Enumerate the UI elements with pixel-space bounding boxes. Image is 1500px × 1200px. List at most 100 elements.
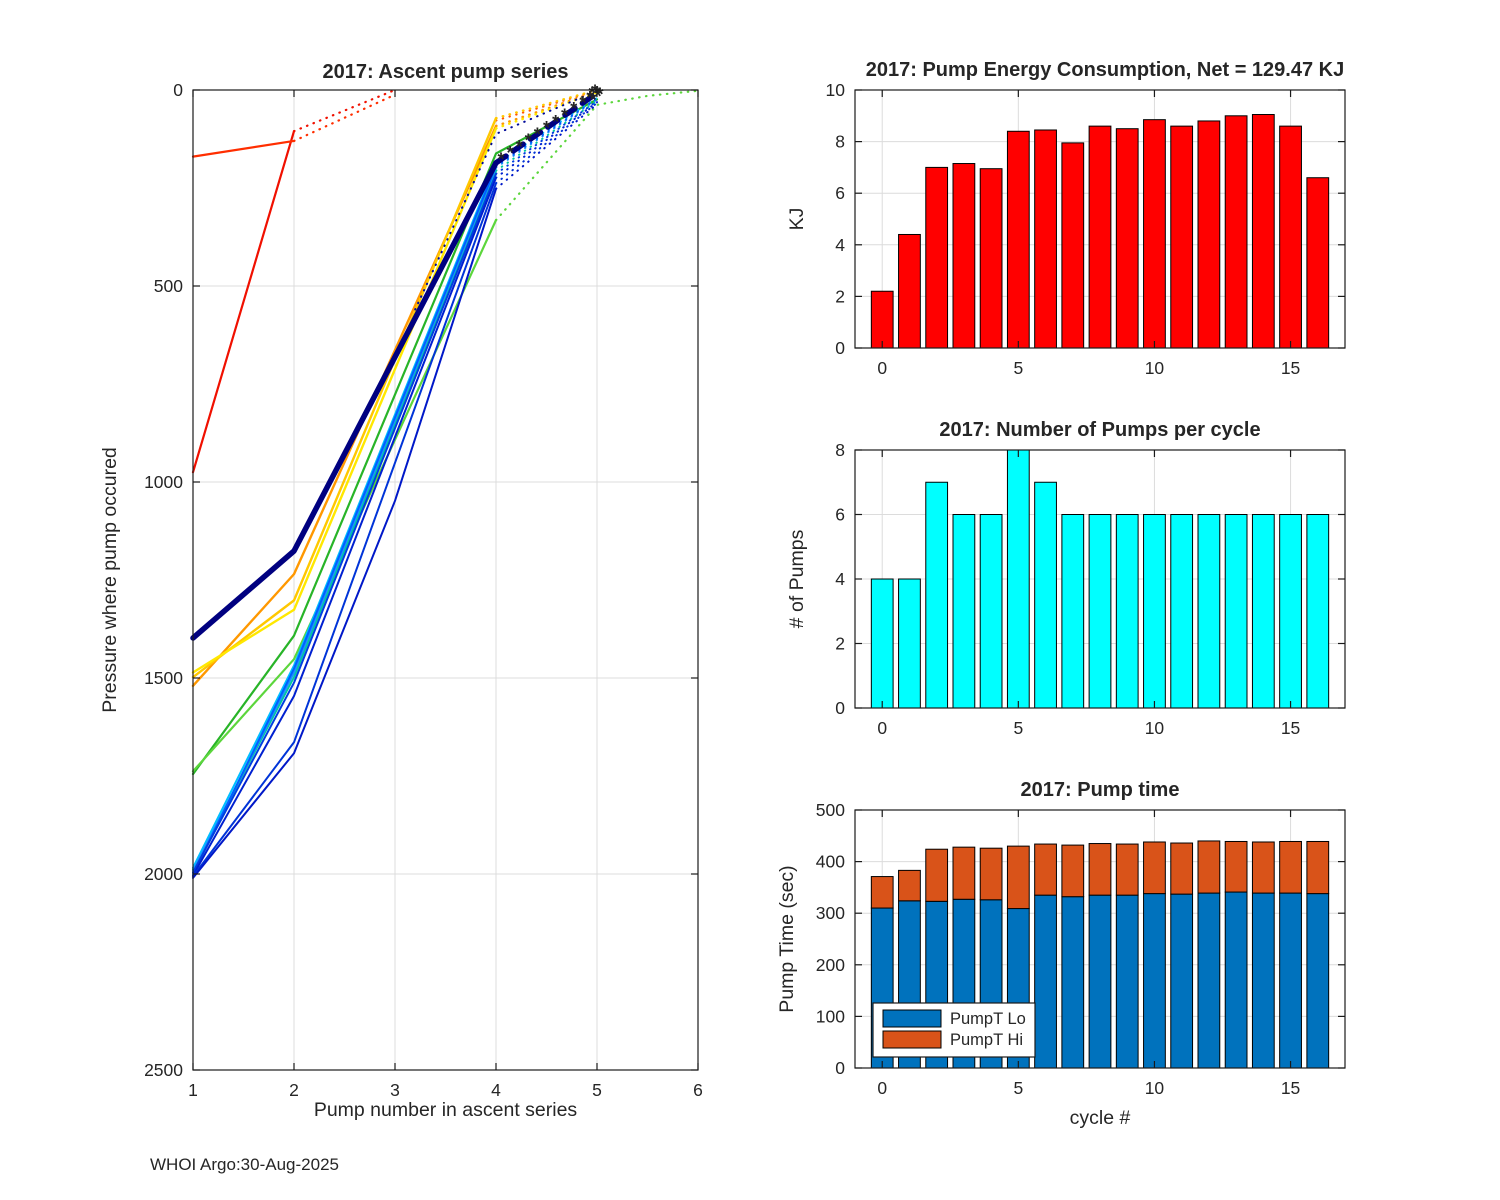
cycle-10-dodger [495, 98, 598, 169]
y-tick-label: 6 [835, 505, 845, 525]
x-tick-label: 10 [1145, 718, 1165, 738]
bar-cycle-14 [1251, 114, 1275, 349]
plot-box [192, 89, 699, 1071]
x-tick-label: 5 [1013, 1078, 1023, 1098]
asterisk-marker: * [552, 112, 559, 132]
asterisk-marker: * [588, 84, 595, 104]
y-tick-label: 0 [835, 698, 845, 718]
stacked-bar-pumpt-hi [1034, 843, 1057, 896]
asterisk-marker: * [561, 105, 568, 125]
stacked-bar-pumpt-lo [1306, 893, 1330, 1069]
y-tick-label: 300 [816, 903, 845, 923]
stacked-bar-pumpt-hi [898, 869, 921, 902]
stacked-bar-pumpt-hi [1224, 840, 1248, 893]
ascent-pump-series-chart: *****************12345605001000150020002… [99, 61, 703, 1121]
stacked-bar-pumpt-hi [925, 848, 949, 902]
bar-cycle-0 [870, 578, 894, 709]
figure-footer-stamp: WHOI Argo:30-Aug-2025 [150, 1155, 339, 1174]
bar-cycle-6 [1034, 129, 1057, 349]
x-tick-label: 0 [877, 358, 887, 378]
y-tick-label: 2 [835, 286, 845, 306]
npumps-plot-area: 0 5 10 15 0 2 4 6 8 [835, 440, 1346, 738]
pumptime-title: 2017: Pump time [1021, 779, 1180, 801]
x-tick-label: 5 [592, 1080, 602, 1100]
bar-cycle-14 [1251, 514, 1275, 709]
cycle-11-blue [192, 165, 497, 875]
npumps-ylabel: # of Pumps [786, 529, 808, 628]
asterisk-marker: * [579, 93, 586, 113]
y-tick-label: 200 [816, 955, 845, 975]
stacked-bar-pumpt-hi [870, 876, 894, 909]
stacked-bar-pumpt-lo [1034, 894, 1057, 1069]
x-tick-label: 0 [877, 718, 887, 738]
plot-box [854, 809, 1346, 1069]
ascent-ylabel: Pressure where pump occured [99, 447, 121, 713]
npumps-title: 2017: Number of Pumps per cycle [939, 419, 1260, 441]
stacked-bar-pumpt-hi [1115, 843, 1139, 896]
legend-swatch [882, 1009, 942, 1028]
bar-cycle-13 [1224, 115, 1248, 349]
stacked-bar-pumpt-hi [1061, 844, 1085, 898]
stacked-bar-pumpt-lo [1143, 893, 1166, 1069]
stacked-bar-pumpt-hi [1143, 841, 1166, 895]
bar-cycle-0 [870, 290, 894, 349]
asterisk-marker: * [586, 88, 593, 108]
y-tick-label: 500 [816, 800, 845, 820]
y-tick-label: 2000 [144, 864, 183, 884]
bar-cycle-10 [1143, 119, 1166, 349]
y-tick-label: 400 [816, 852, 845, 872]
bar-cycle-13 [1224, 514, 1248, 709]
bar-cycle-7 [1061, 514, 1085, 709]
legend-label: PumpT Lo [950, 1010, 1026, 1028]
cycle-11-blue [495, 97, 598, 168]
cycle-7-lime [191, 219, 498, 773]
y-tick-label: 1000 [144, 472, 183, 492]
x-tick-label: 4 [491, 1080, 501, 1100]
bar-cycle-2 [925, 166, 949, 349]
x-tick-label: 2 [289, 1080, 299, 1100]
ascent-xlabel: Pump number in ascent series [314, 1099, 578, 1121]
bar-cycle-2 [925, 481, 949, 709]
bar-cycle-16 [1306, 177, 1330, 349]
bar-cycle-15 [1279, 514, 1302, 709]
bar-cycle-8 [1088, 125, 1112, 349]
x-tick-label: 10 [1145, 1078, 1165, 1098]
y-tick-label: 8 [835, 440, 845, 460]
cycle-4-gold [191, 117, 498, 679]
pumptime-plot-area: 0 5 10 15 0 100 200 300 400 500 PumpT Lo PumpT Hi [816, 800, 1346, 1098]
stacked-bar-pumpt-hi [1170, 842, 1194, 895]
cycle-1-red [191, 139, 296, 158]
pumptime-xlabel: cycle # [1070, 1107, 1131, 1129]
cycle-13-blue [192, 176, 497, 877]
stacked-bar-pumpt-lo [1279, 892, 1302, 1069]
bar-cycle-15 [1279, 125, 1302, 349]
legend-label: PumpT Hi [950, 1031, 1023, 1049]
asterisk-marker: * [525, 131, 532, 151]
cycle-16-navy-thin [414, 89, 598, 311]
legend: PumpT Lo PumpT Hi [872, 1002, 1036, 1058]
x-tick-label: 5 [1013, 718, 1023, 738]
bar-cycle-9 [1115, 128, 1139, 349]
cycle-10-dodger [192, 166, 497, 872]
asterisk-marker: * [570, 99, 577, 119]
bar-cycle-8 [1088, 514, 1112, 709]
cycle-5-yellow [191, 127, 498, 674]
y-tick-label: 4 [835, 235, 845, 255]
bar-cycle-9 [1115, 514, 1139, 709]
stacked-bar-pumpt-lo [1061, 896, 1085, 1069]
asterisk-marker: * [591, 82, 598, 102]
cycle-13-blue [495, 101, 598, 179]
bar-cycle-6 [1034, 481, 1057, 709]
bar-cycle-11 [1170, 514, 1194, 709]
bar-cycle-12 [1197, 120, 1221, 349]
y-tick-label: 6 [835, 183, 845, 203]
y-tick-label: 2500 [144, 1060, 183, 1080]
cycle-12-blue [192, 172, 497, 874]
asterisk-marker: * [589, 90, 596, 110]
bar-cycle-5 [1006, 449, 1030, 709]
stacked-bar-pumpt-lo [1170, 893, 1194, 1069]
cycle-0-red [191, 130, 296, 474]
cycle-0-red [292, 88, 397, 133]
